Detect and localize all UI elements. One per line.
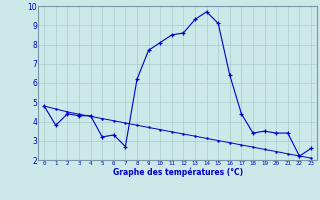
X-axis label: Graphe des températures (°C): Graphe des températures (°C) (113, 167, 243, 177)
